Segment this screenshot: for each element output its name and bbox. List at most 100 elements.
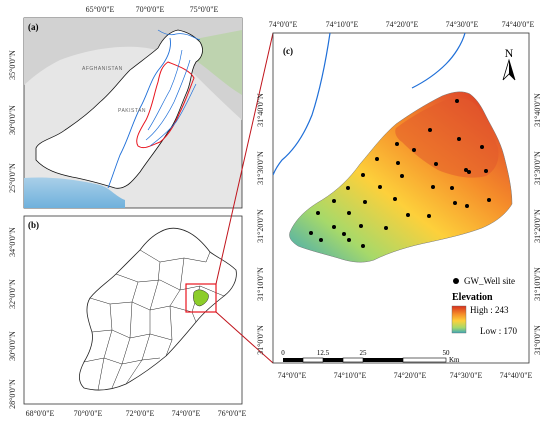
north-label: N	[505, 46, 514, 60]
well-site-marker	[319, 238, 323, 242]
panel-c-left-tick: 31°40'0"N	[256, 93, 265, 127]
punjab-boundary	[136, 61, 195, 149]
panel-b-left-tick: 34°0'0"N	[8, 227, 17, 257]
panel-b-bottom-tick: 74°0'0"E	[172, 409, 201, 418]
panel-a-top-tick: 70°0'0"E	[136, 5, 165, 14]
panel-a-top-ticks: 65°0'0"E 70°0'0"E 75°0'0"E	[86, 5, 219, 14]
panel-c-bottom-tick: 74°30'0"E	[450, 371, 483, 380]
legend-title: Elevation	[452, 292, 493, 303]
well-site-marker	[384, 226, 388, 230]
panel-c-right-tick: 31°0'0"N	[533, 325, 542, 355]
panel-c-left-tick: 31°0'0"N	[256, 325, 265, 355]
pakistan-boundary	[35, 29, 203, 189]
well-site-marker	[484, 169, 488, 173]
well-site-marker	[393, 197, 397, 201]
well-site-marker	[457, 137, 461, 141]
scale-label: 25	[360, 349, 368, 357]
well-site-marker	[316, 211, 320, 215]
legend-well-label: GW_Well site	[464, 276, 515, 286]
panel-c-top-ticks: 74°0'0"E 74°10'0"E 74°20'0"E 74°30'0"E 7…	[269, 20, 535, 29]
panel-c-right-tick: 31°40'0"N	[533, 93, 542, 127]
upper-indus-river	[157, 29, 201, 41]
study-area-box	[185, 283, 217, 313]
panel-c-left-tick: 31°20'0"N	[256, 209, 265, 243]
panel-c-bottom-tick: 74°0'0"E	[278, 371, 307, 380]
border-river	[411, 33, 466, 89]
panel-c-top-tick: 74°0'0"E	[269, 20, 298, 29]
panel-c-top-tick: 74°40'0"E	[502, 20, 535, 29]
panel-c-top-tick: 74°10'0"E	[326, 20, 359, 29]
panel-c-left-tick: 31°10'0"N	[256, 267, 265, 301]
well-site-marker	[363, 200, 367, 204]
well-sites	[309, 99, 491, 248]
panel-b-left-tick: 28°0'0"N	[8, 379, 17, 409]
panel-b-bottom-tick: 72°0'0"E	[126, 409, 155, 418]
connector-lines	[215, 32, 274, 364]
scale-label: 12.5	[317, 349, 330, 357]
panel-b-bottom-ticks: 68°0'0"E 70°0'0"E 72°0'0"E 74°0'0"E 76°0…	[26, 409, 247, 418]
panel-a-top-tick: 75°0'0"E	[190, 5, 219, 14]
well-site-marker	[455, 99, 459, 103]
panel-b-bottom-tick: 76°0'0"E	[218, 409, 247, 418]
indus-river	[107, 37, 171, 189]
well-site-marker	[450, 186, 454, 190]
legend-well-marker	[453, 278, 459, 284]
panel-c: (c) N GW_Well site Elevation High : 243 …	[256, 20, 542, 380]
country-label-pakistan: PAKISTAN	[118, 108, 146, 114]
well-site-marker	[347, 211, 351, 215]
panel-a: AFGHANISTAN PAKISTAN (a) 65°0'0"E 70°0'0…	[8, 5, 243, 209]
well-site-marker	[453, 201, 457, 205]
well-site-marker	[487, 198, 491, 202]
chenab-river	[145, 59, 191, 141]
country-label-afghanistan: AFGHANISTAN	[82, 66, 123, 72]
well-site-marker	[400, 174, 404, 178]
jhelum-river	[147, 49, 183, 131]
legend: GW_Well site Elevation High : 243 Low : …	[451, 276, 517, 336]
panel-c-top-tick: 74°30'0"E	[446, 20, 479, 29]
well-site-marker	[434, 162, 438, 166]
well-site-marker	[412, 148, 416, 152]
panel-c-right-ticks: 31°40'0"N 31°30'0"N 31°20'0"N 31°10'0"N …	[533, 93, 542, 355]
panel-a-left-tick: 35°0'0"N	[8, 50, 17, 80]
panel-a-left-ticks: 35°0'0"N 30°0'0"N 25°0'0"N	[8, 50, 17, 193]
well-site-marker	[431, 185, 435, 189]
panel-a-left-tick: 25°0'0"N	[8, 163, 17, 193]
scale-label: 50	[443, 349, 451, 357]
district-lines	[83, 249, 225, 391]
ravi-river	[273, 33, 331, 176]
panel-c-right-tick: 31°30'0"N	[533, 151, 542, 185]
legend-high-label: High : 243	[470, 305, 509, 315]
panel-c-bottom-ticks: 74°0'0"E 74°10'0"E 74°20'0"E 74°30'0"E 7…	[278, 371, 533, 380]
well-site-marker	[465, 204, 469, 208]
well-site-marker	[346, 186, 350, 190]
scale-label: 0	[281, 349, 285, 357]
panel-b-left-tick: 30°0'0"N	[8, 331, 17, 361]
panel-a-top-tick: 65°0'0"E	[86, 5, 115, 14]
well-site-marker	[347, 238, 351, 242]
well-site-marker	[375, 157, 379, 161]
panel-c-top-tick: 74°20'0"E	[386, 20, 419, 29]
panel-c-label: (c)	[283, 46, 293, 56]
well-site-marker	[467, 170, 471, 174]
well-site-marker	[480, 145, 484, 149]
panel-a-label: (a)	[28, 22, 39, 32]
well-site-marker	[395, 142, 399, 146]
well-site-marker	[428, 128, 432, 132]
sutlej-river	[149, 83, 197, 147]
well-site-marker	[406, 213, 410, 217]
panel-b: (b) 68°0'0"E 70°0'0"E 72°0'0"E 74°0'0"E …	[8, 215, 247, 418]
well-site-marker	[464, 168, 468, 172]
himalaya-green	[190, 30, 242, 95]
well-site-marker	[359, 224, 363, 228]
north-arrow-icon: N	[502, 46, 516, 81]
arabian-sea	[24, 177, 125, 208]
well-site-marker	[427, 214, 431, 218]
panel-c-left-ticks: 31°40'0"N 31°30'0"N 31°20'0"N 31°10'0"N …	[256, 93, 265, 355]
panel-c-bottom-tick: 74°20'0"E	[394, 371, 427, 380]
well-site-marker	[309, 231, 313, 235]
well-site-marker	[378, 185, 382, 189]
panel-c-right-tick: 31°20'0"N	[533, 209, 542, 243]
well-site-marker	[332, 225, 336, 229]
panel-c-left-tick: 31°30'0"N	[256, 151, 265, 185]
